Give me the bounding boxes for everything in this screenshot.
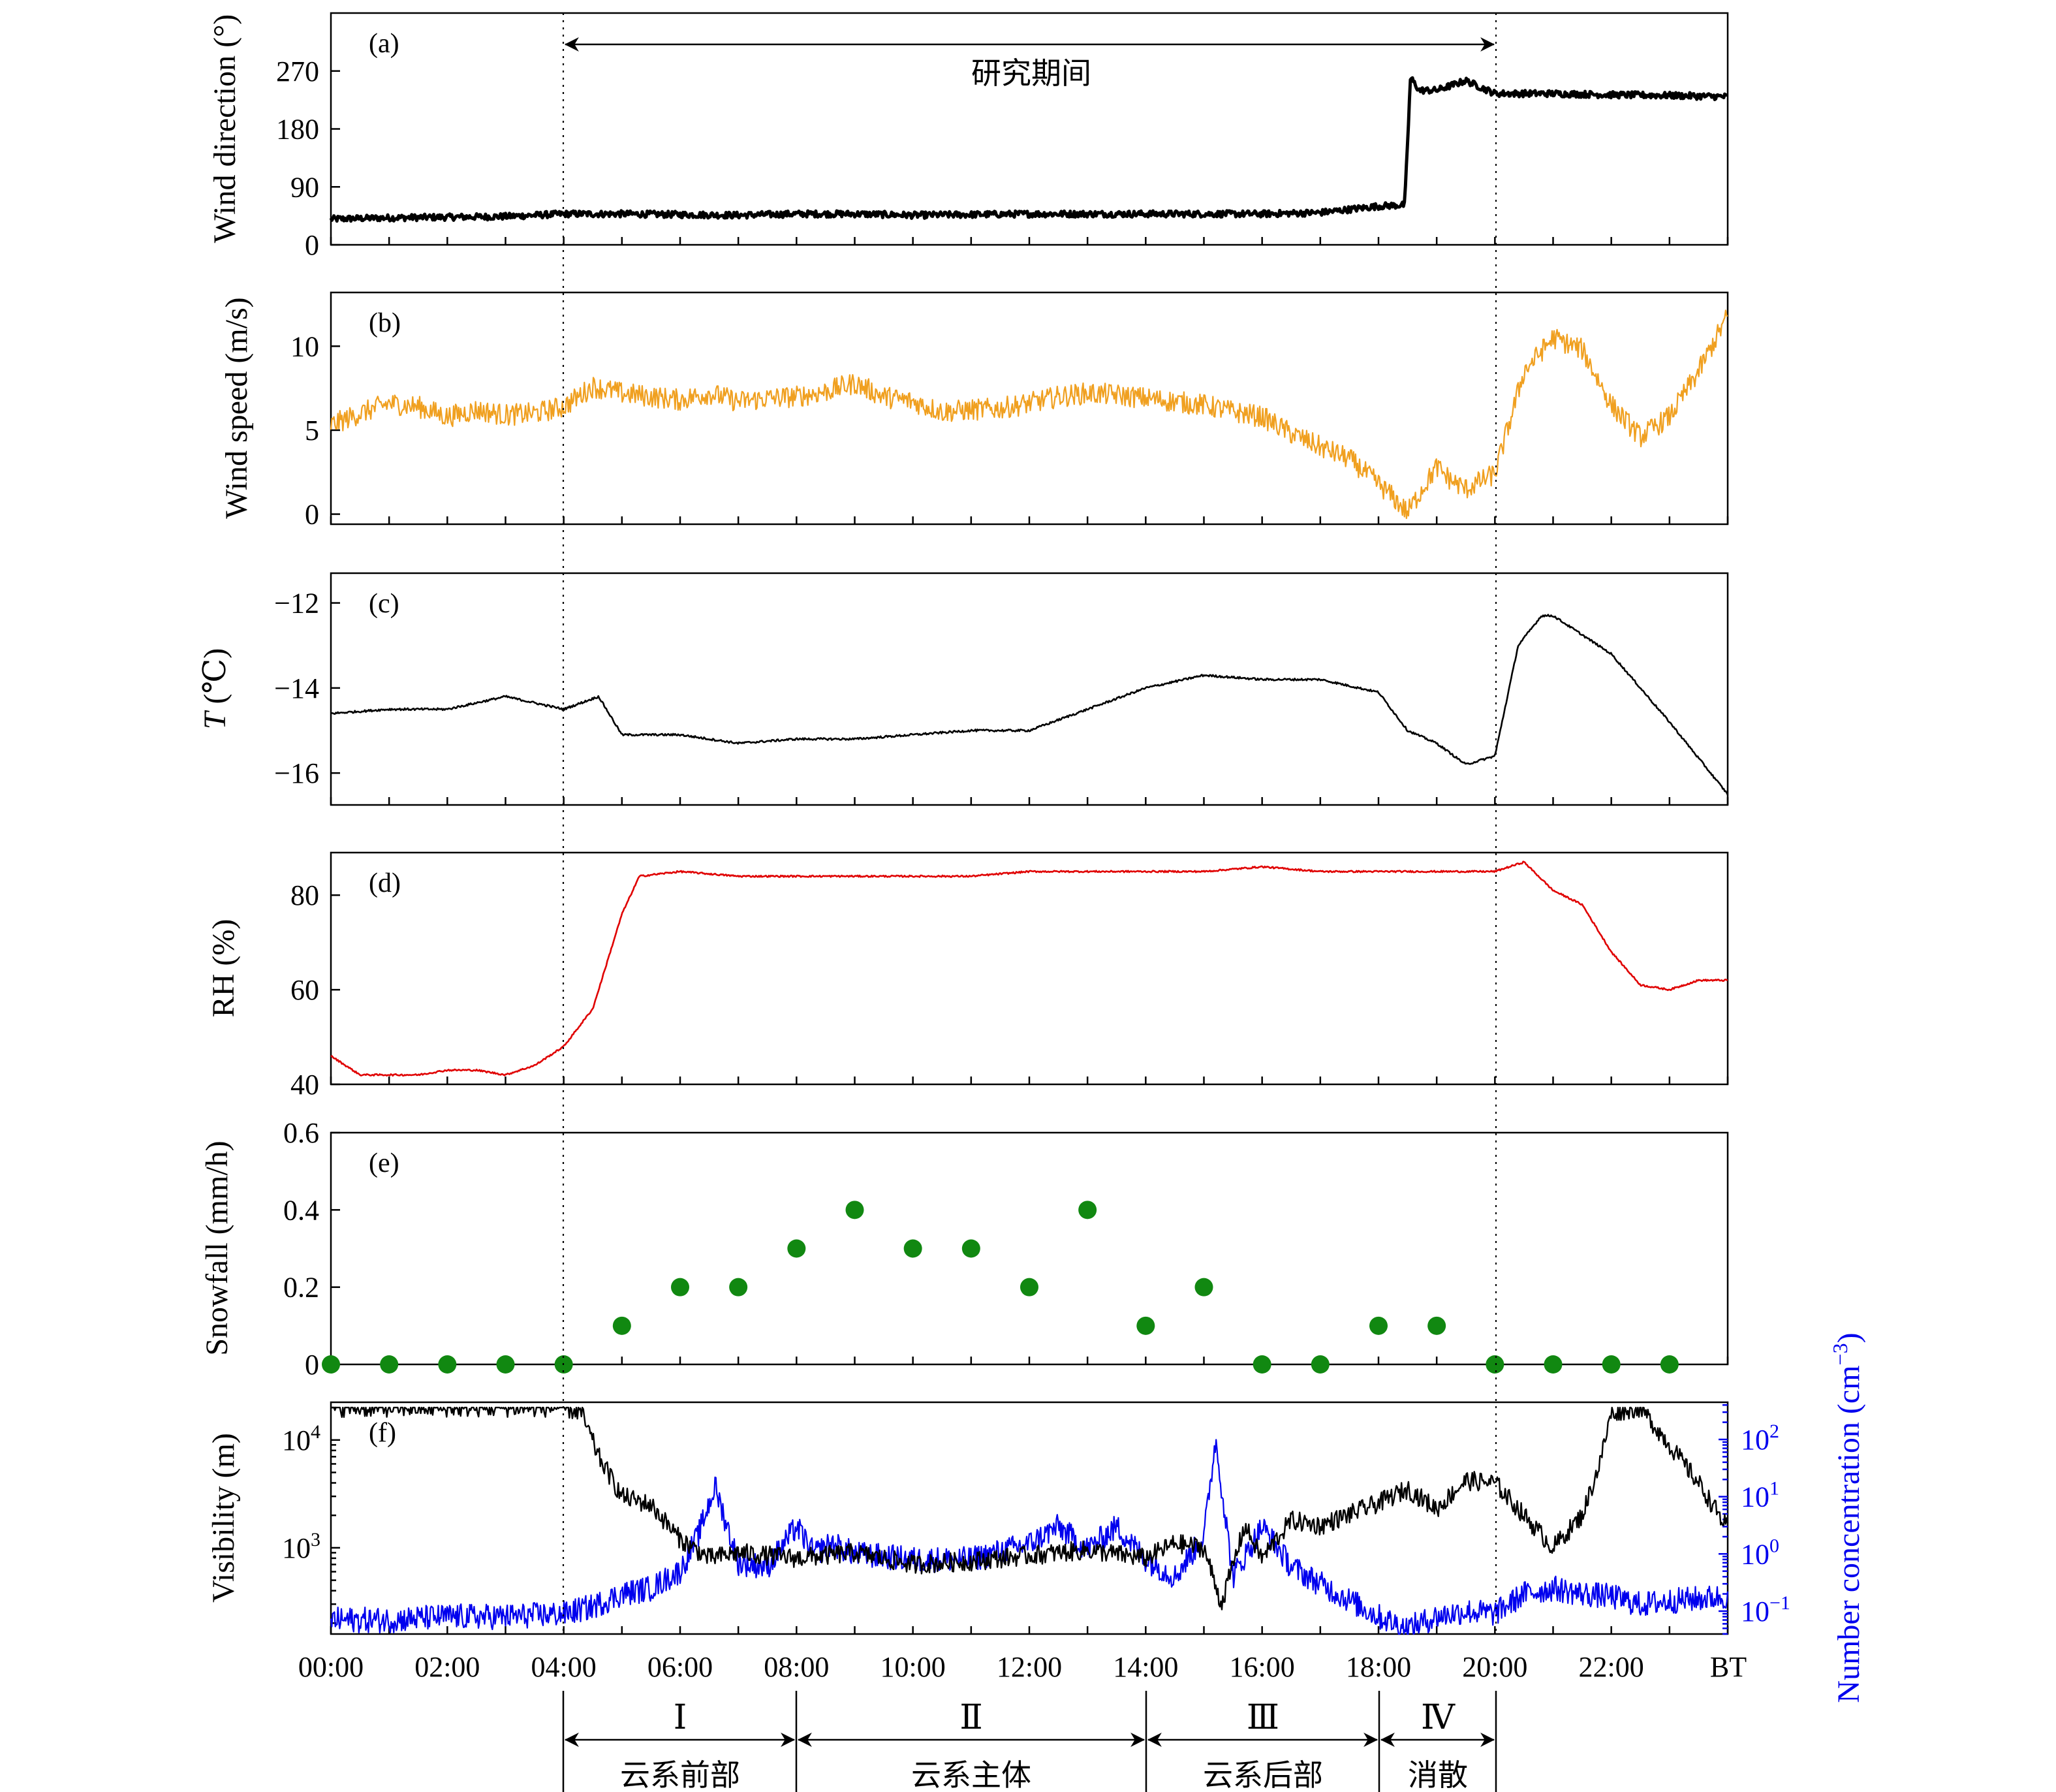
snowfall-point [322, 1355, 340, 1374]
y-tick-label: 0.4 [283, 1194, 319, 1226]
stage-3-numeral: Ⅲ [1247, 1699, 1279, 1737]
snowfall-point [1078, 1201, 1097, 1219]
snowfall-point [845, 1201, 864, 1219]
snowfall-point [496, 1355, 515, 1374]
panel-a-frame [330, 12, 1729, 246]
snowfall-point [1602, 1355, 1621, 1374]
ylabel-number-concentration: Number concentration (cm−3) [1828, 1332, 1866, 1703]
snowfall-point [729, 1278, 748, 1297]
rh-line [330, 860, 1728, 1077]
y-tick-label: 0.6 [283, 1117, 319, 1149]
y-tick-label-right: 101 [1741, 1478, 1779, 1513]
snowfall-point [1020, 1278, 1038, 1297]
snowfall-point [438, 1355, 457, 1374]
ylabel-temperature: T (℃) [198, 648, 232, 729]
x-tick-label: 18:00 [1346, 1651, 1411, 1683]
panel-label-d: (d) [369, 868, 401, 898]
y-tick-label: 5 [305, 415, 319, 447]
x-tick-label: 20:00 [1462, 1651, 1527, 1683]
y-tick-label: 180 [276, 114, 319, 146]
x-tick-label: 04:00 [531, 1651, 597, 1683]
snowfall-point [1311, 1355, 1330, 1374]
x-tick-label: 08:00 [764, 1651, 829, 1683]
study-period-label: 研究期间 [971, 55, 1091, 91]
snowfall-point [1194, 1278, 1213, 1297]
panel-label-c: (c) [369, 589, 399, 619]
snowfall-point [612, 1316, 631, 1335]
y-tick-label: 270 [276, 55, 319, 87]
snowfall-point [903, 1239, 922, 1258]
snowfall-point [1486, 1355, 1504, 1374]
x-tick-label: 00:00 [298, 1651, 364, 1683]
visibility-line [331, 1406, 1729, 1611]
y-tick-label: 40 [290, 1069, 319, 1101]
ylabel-rh: RH (%) [206, 919, 241, 1018]
x-tick-label: 22:00 [1579, 1651, 1644, 1683]
x-tick-label: 16:00 [1230, 1651, 1295, 1683]
y-tick-label: 0 [305, 1349, 319, 1381]
snowfall-point [671, 1278, 689, 1297]
ylabel-visibility: Visibility (m) [206, 1433, 241, 1603]
y-tick-label: 0.2 [283, 1272, 319, 1304]
stage-1-numeral: Ⅰ [674, 1699, 687, 1737]
panel-e-frame [330, 1131, 1729, 1366]
stage-2-numeral: Ⅱ [959, 1699, 982, 1737]
y-ticks: 0 90 180 270 0 5 10 −12 −14 −16 40 60 80 0 0.2 0.4 0.6 10… [274, 55, 1790, 1635]
snowfall-point [1136, 1316, 1155, 1335]
snowfall-point [380, 1355, 399, 1374]
stage-4-numeral: Ⅳ [1421, 1699, 1456, 1737]
panel-d-frame [330, 851, 1729, 1086]
y-tick-label-right: 102 [1741, 1421, 1779, 1456]
panel-label-b: (b) [369, 308, 401, 338]
x-tick-label: 06:00 [647, 1651, 713, 1683]
snowfall-point [1427, 1316, 1446, 1335]
x-tick-label: 10:00 [880, 1651, 946, 1683]
y-tick-label-right: 10−1 [1741, 1592, 1790, 1627]
panel-label-e: (e) [369, 1148, 399, 1178]
x-tick-marks [330, 237, 1729, 1634]
x-tick-label: 12:00 [997, 1651, 1062, 1683]
snowfall-point [1369, 1316, 1388, 1335]
y-tick-label: −12 [274, 588, 319, 620]
y-tick-label: 0 [305, 499, 319, 531]
y-tick-label-left: 104 [282, 1421, 320, 1456]
stage-4-label: 消散 [1408, 1757, 1468, 1792]
panel-label-f: (f) [369, 1418, 396, 1448]
y-tick-label: 10 [290, 330, 319, 362]
y-tick-label: −14 [274, 672, 319, 704]
stage-2-label: 云系主体 [911, 1757, 1031, 1792]
ylabel-wind-speed: Wind speed (m/s) [219, 297, 254, 518]
x-tick-label: 02:00 [414, 1651, 480, 1683]
y-tick-label-left: 103 [282, 1529, 320, 1564]
ylabel-wind-direction: Wind direction (°) [208, 14, 242, 243]
y-tick-label: −16 [274, 757, 319, 789]
stage-3-label: 云系后部 [1203, 1757, 1323, 1792]
x-tick-labels: 00:00 02:00 04:00 06:00 08:00 10:00 12:00 14:00… [298, 1651, 1644, 1683]
y-tick-label: 80 [290, 879, 319, 911]
panel-c-frame [330, 572, 1729, 806]
y-tick-label: 90 [290, 171, 319, 203]
stage-1-label: 云系前部 [620, 1757, 740, 1792]
snowfall-point [787, 1239, 806, 1258]
wind-speed-line [330, 309, 1728, 520]
temperature-line [330, 614, 1729, 796]
ylabel-snowfall: Snowfall (mm/h) [200, 1140, 234, 1355]
panel-label-a: (a) [369, 29, 399, 59]
number-concentration-line [330, 1439, 1729, 1635]
y-tick-label: 0 [305, 229, 319, 261]
wind-direction-line [329, 76, 1728, 223]
snowfall-point [1253, 1355, 1271, 1374]
snowfall-point [961, 1239, 980, 1258]
x-unit-bt: BT [1710, 1651, 1747, 1683]
panel-b-frame [330, 291, 1729, 526]
x-tick-label: 14:00 [1113, 1651, 1178, 1683]
snowfall-point [1660, 1355, 1679, 1374]
snowfall-point [1544, 1355, 1563, 1374]
data-series [322, 76, 1729, 1635]
stage-annotations: Ⅰ Ⅱ Ⅲ Ⅳ 云系前部 云系主体 云系后部 消散 [562, 1691, 1497, 1792]
y-tick-label: 60 [290, 974, 319, 1006]
y-tick-label-right: 100 [1741, 1535, 1779, 1570]
